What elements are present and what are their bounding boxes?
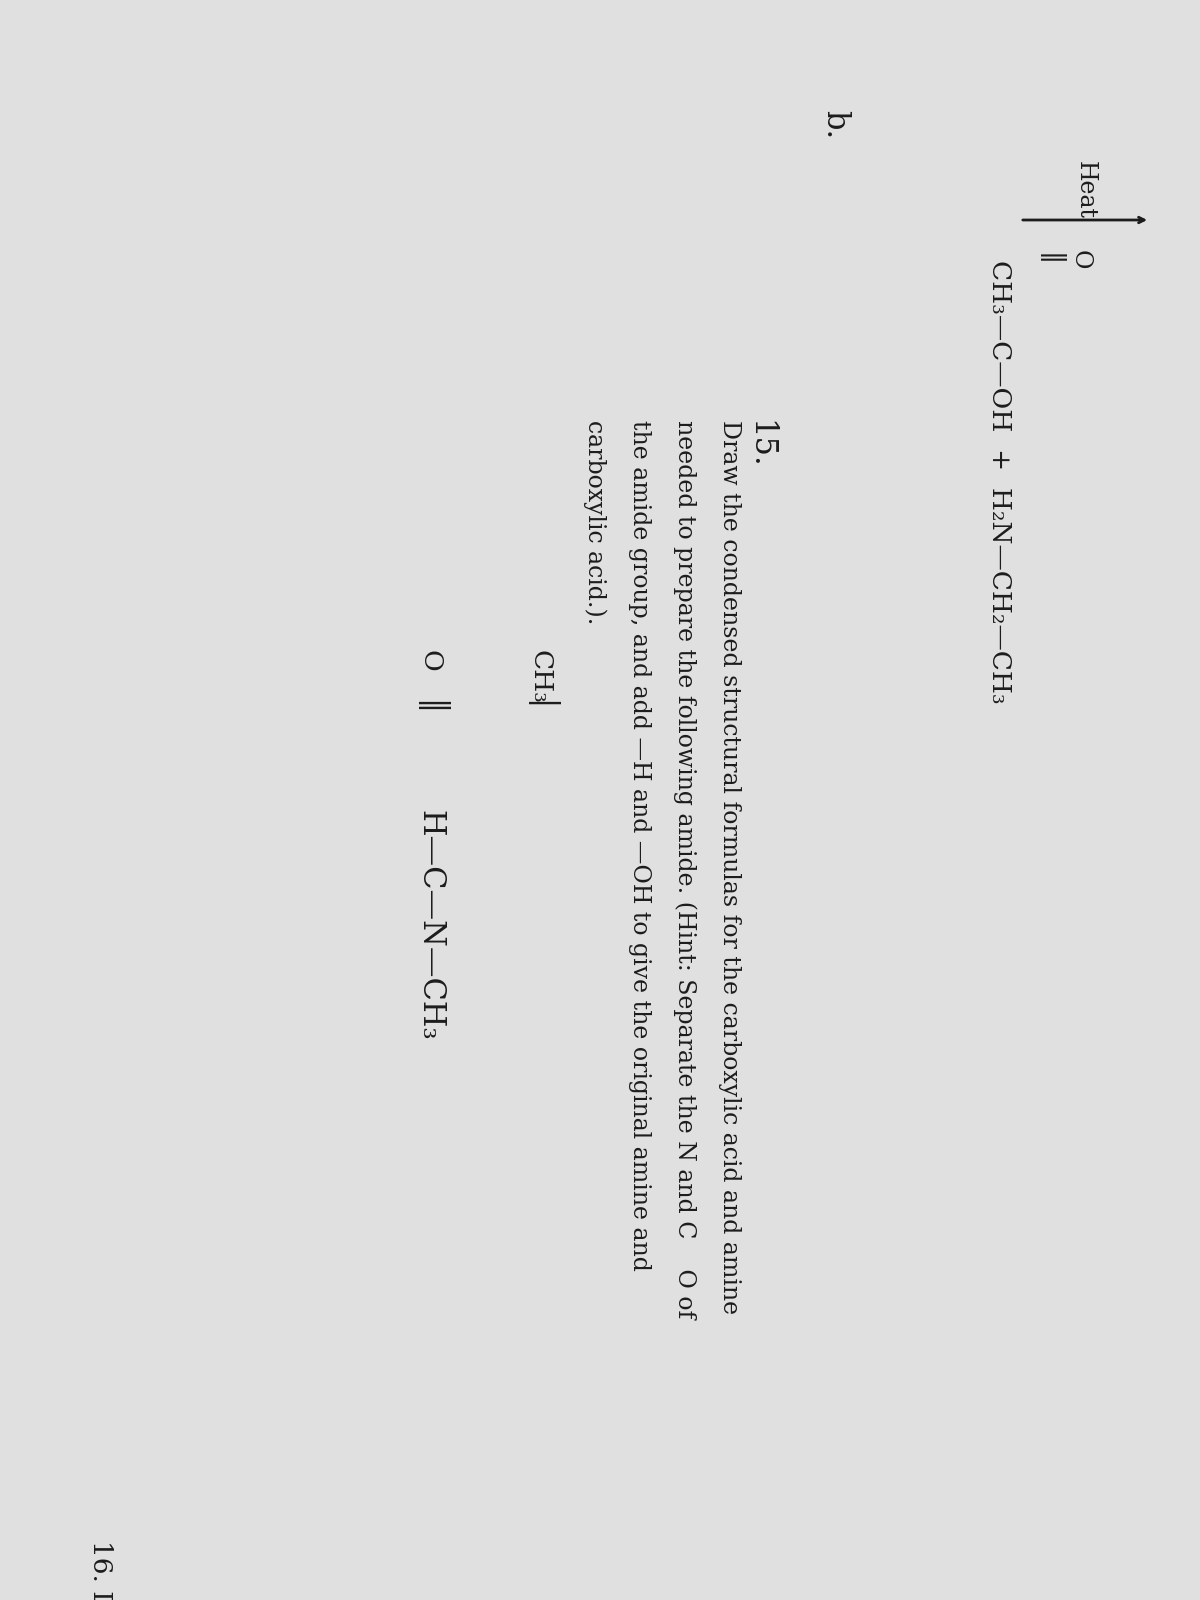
Text: carboxylic acid.).: carboxylic acid.). <box>583 419 607 624</box>
Text: Heat: Heat <box>1074 162 1097 219</box>
Text: the amide group, and add —H and —OH to give the original amine and: the amide group, and add —H and —OH to g… <box>629 419 652 1270</box>
Text: O: O <box>418 650 443 672</box>
Text: H—C—N—CH₃: H—C—N—CH₃ <box>414 810 445 1040</box>
Text: O: O <box>1068 250 1092 270</box>
Text: 15.: 15. <box>744 419 775 469</box>
Text: needed to prepare the following amide. (Hint: Separate the N and C    O of: needed to prepare the following amide. (… <box>673 419 697 1318</box>
Text: CH₃: CH₃ <box>528 650 552 704</box>
Text: ‖: ‖ <box>414 701 446 715</box>
Text: ‖: ‖ <box>1037 253 1063 267</box>
Text: 16. Draw the condensed structural formula for N,N-dimethylbenzamide: 16. Draw the condensed structural formul… <box>88 1539 113 1600</box>
Text: Draw the condensed structural formulas for the carboxylic acid and amine: Draw the condensed structural formulas f… <box>719 419 742 1314</box>
Text: b.: b. <box>820 110 851 139</box>
Text: CH₃—C—OH  +  H₂N—CH₂—CH₃: CH₃—C—OH + H₂N—CH₂—CH₃ <box>988 259 1013 704</box>
Text: |: | <box>524 701 556 710</box>
